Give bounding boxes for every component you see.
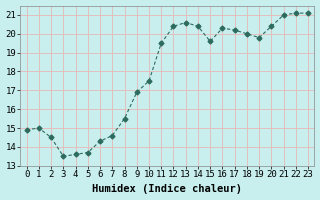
X-axis label: Humidex (Indice chaleur): Humidex (Indice chaleur)	[92, 184, 242, 194]
